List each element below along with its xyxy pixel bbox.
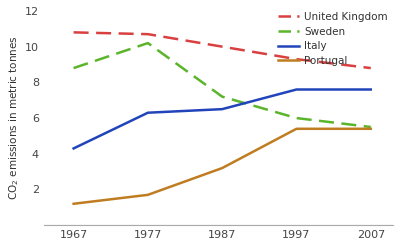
Legend: United Kingdom, Sweden, Italy, Portugal: United Kingdom, Sweden, Italy, Portugal [278, 12, 388, 66]
Y-axis label: CO$_2$ emissions in metric tonnes: CO$_2$ emissions in metric tonnes [7, 36, 21, 201]
